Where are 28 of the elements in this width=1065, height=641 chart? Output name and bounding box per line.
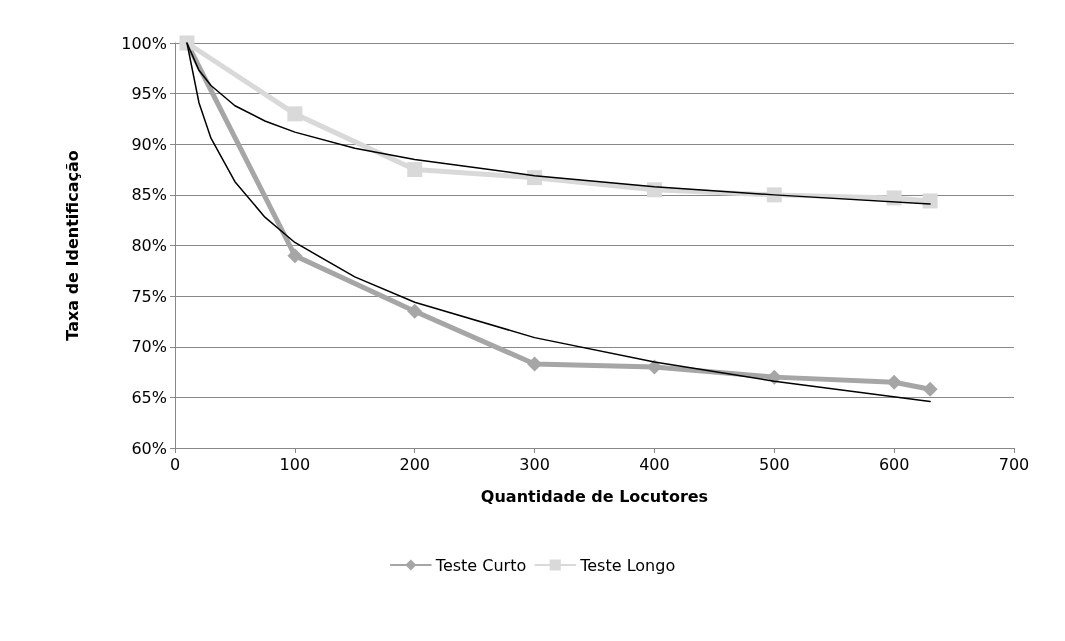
point — [407, 303, 423, 319]
x-tick-label: 200 — [399, 454, 430, 474]
point — [922, 381, 938, 397]
y-tick-label: 80% — [131, 236, 167, 255]
point — [886, 374, 902, 390]
y-tick-label: 100% — [121, 33, 167, 53]
x-tick-label: 300 — [519, 454, 550, 474]
point — [287, 248, 303, 264]
point — [922, 193, 938, 209]
x-tick-label: 400 — [639, 454, 670, 474]
y-tick-label: 75% — [131, 286, 167, 306]
x-tick-label: 500 — [759, 454, 790, 474]
y-tick-label: 70% — [131, 337, 167, 357]
x-tick-label: 100 — [279, 454, 311, 474]
x-tick-label: 700 — [998, 454, 1030, 474]
y-axis-title: Taxa de Identificação — [62, 150, 82, 341]
y-tick-label: 85% — [131, 185, 167, 205]
y-tick-label: 60% — [131, 438, 167, 458]
legend-label: Teste Longo — [579, 555, 676, 575]
x-tick-label: 0 — [169, 454, 181, 474]
x-tick-label: 600 — [878, 454, 910, 474]
point — [287, 106, 303, 122]
y-tick-label: 65% — [131, 387, 167, 407]
y-tick-label: 95% — [131, 84, 167, 104]
x-axis-title: Quantidade de Locutores — [480, 486, 709, 506]
legend-label: Teste Curto — [434, 555, 527, 575]
point — [407, 162, 423, 178]
y-tick-label: 90% — [131, 134, 167, 154]
